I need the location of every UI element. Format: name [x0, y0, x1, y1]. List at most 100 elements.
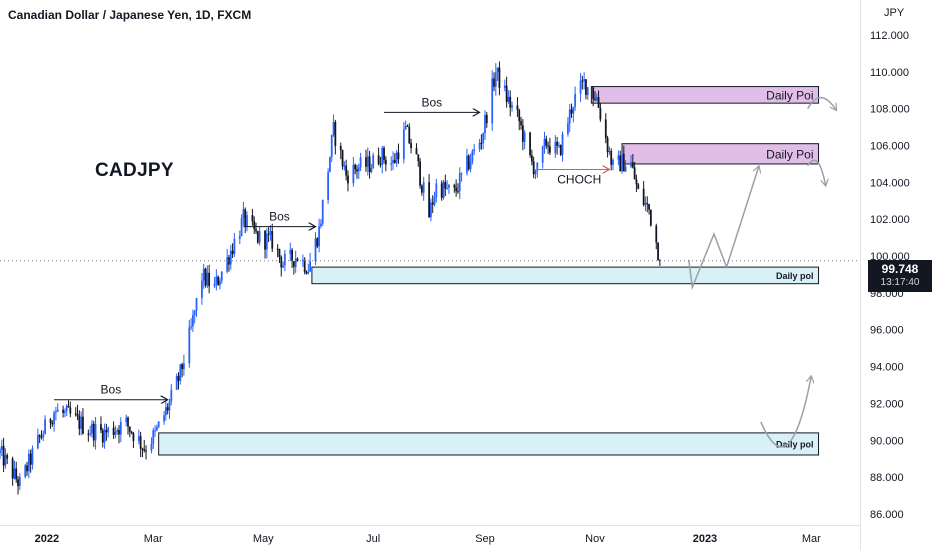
- annotations-layer: Bos Bos Bos CHOCH: [54, 95, 837, 448]
- candle-body-68: [168, 401, 171, 411]
- candle-body-159: [397, 152, 400, 160]
- candle-body-116: [291, 249, 293, 262]
- candle-body-31: [76, 414, 79, 416]
- candle-body-125: [314, 238, 317, 262]
- candle-body-138: [345, 165, 348, 176]
- candle-body-215: [541, 146, 544, 163]
- y-tick-label-5: 104.000: [870, 177, 910, 189]
- candle-body-223: [559, 145, 562, 155]
- candle-body-162: [406, 125, 409, 127]
- candle-body-192: [482, 133, 485, 144]
- x-tick-label-4: Jul: [366, 533, 380, 545]
- candle-body-12: [27, 453, 30, 472]
- currency-label: JPY: [884, 7, 905, 19]
- candle-body-214: [536, 162, 539, 172]
- candle-body-227: [570, 109, 573, 114]
- candle-body-206: [518, 110, 521, 122]
- candle-body-118: [294, 258, 297, 267]
- candle-body-180: [453, 184, 456, 188]
- candle-body-252: [633, 167, 636, 180]
- candle-body-136: [341, 150, 344, 167]
- candle-body-98: [244, 209, 247, 227]
- candle-body-52: [128, 426, 131, 432]
- candle-body-106: [265, 233, 268, 250]
- candle-body-167: [419, 161, 421, 186]
- candle-body-21: [51, 422, 54, 425]
- candle-body-188: [471, 151, 474, 162]
- zone-label-2: Daily Poi: [766, 147, 813, 161]
- candle-body-32: [78, 415, 81, 430]
- candle-body-164: [410, 143, 412, 149]
- candle-body-100: [251, 215, 254, 222]
- candle-body-242: [608, 150, 611, 153]
- candle-body-130: [327, 171, 330, 200]
- candle-body-45: [112, 427, 115, 435]
- candle-body-260: [655, 225, 658, 243]
- y-tick-label-10: 94.000: [870, 362, 904, 374]
- candle-body-67: [166, 407, 169, 411]
- candle-body-203: [509, 96, 512, 108]
- candle-body-71: [177, 375, 180, 381]
- candle-body-250: [630, 162, 632, 167]
- candle-body-11: [26, 465, 28, 472]
- y-tick-label-6: 102.000: [870, 214, 910, 226]
- x-tick-label-3: May: [253, 533, 274, 545]
- candle-body-120: [301, 259, 304, 261]
- candle-body-156: [392, 159, 394, 164]
- x-tick-label-8: Mar: [802, 533, 821, 545]
- candle-body-23: [54, 411, 57, 413]
- bar-countdown: 13:17:40: [880, 277, 920, 288]
- candle-body-119: [296, 258, 299, 261]
- zone-box-1: [590, 86, 820, 104]
- candle-body-79: [195, 298, 198, 311]
- annotation-label-1: Bos: [101, 383, 122, 397]
- candle-body-251: [631, 162, 634, 168]
- candle-body-61: [152, 430, 155, 445]
- candle-body-99: [246, 215, 248, 227]
- candle-body-225: [567, 123, 569, 135]
- candle-body-30: [74, 413, 77, 415]
- candle-body-29: [69, 407, 72, 414]
- projection-path-2: [760, 376, 811, 448]
- candle-body-257: [646, 203, 649, 205]
- candle-body-235: [592, 87, 595, 99]
- candle-body-208: [521, 125, 524, 142]
- candle-body-14: [31, 448, 34, 465]
- candle-body-195: [491, 78, 494, 124]
- candle-body-220: [554, 141, 557, 153]
- candle-body-248: [622, 153, 625, 172]
- candle-body-137: [343, 165, 346, 167]
- candle-body-74: [182, 363, 185, 370]
- candle-body-95: [238, 235, 241, 239]
- x-tick-label-5: Sep: [475, 533, 495, 545]
- candle-body-111: [278, 248, 281, 257]
- candle-body-141: [354, 164, 357, 170]
- candle-body-187: [469, 161, 472, 170]
- current-price-badge[interactable]: 99.748 13:17:40: [868, 260, 932, 292]
- candle-body-128: [320, 223, 322, 227]
- y-tick-label-12: 90.000: [870, 435, 904, 447]
- candle-body-222: [558, 145, 560, 147]
- candle-body-70: [175, 375, 178, 390]
- candle-body-54: [132, 433, 135, 441]
- candle-body-221: [556, 141, 559, 146]
- candle-body-246: [619, 155, 622, 172]
- candle-body-236: [594, 98, 596, 101]
- candle-body-249: [624, 166, 627, 172]
- zone-box-4: [158, 432, 820, 456]
- candle-body-174: [435, 183, 438, 198]
- projection-path-3: [807, 96, 837, 111]
- candle-body-189: [473, 149, 476, 152]
- candle-body-33: [80, 416, 83, 430]
- candle-body-2: [2, 445, 5, 466]
- candle-body-262: [658, 260, 661, 262]
- projection-path-4: [807, 159, 826, 186]
- candle-body-198: [496, 67, 499, 73]
- candle-body-211: [530, 155, 533, 162]
- candle-body-182: [457, 191, 459, 193]
- candle-body-10: [24, 465, 27, 477]
- candle-body-213: [534, 171, 537, 175]
- candle-body-140: [352, 164, 355, 184]
